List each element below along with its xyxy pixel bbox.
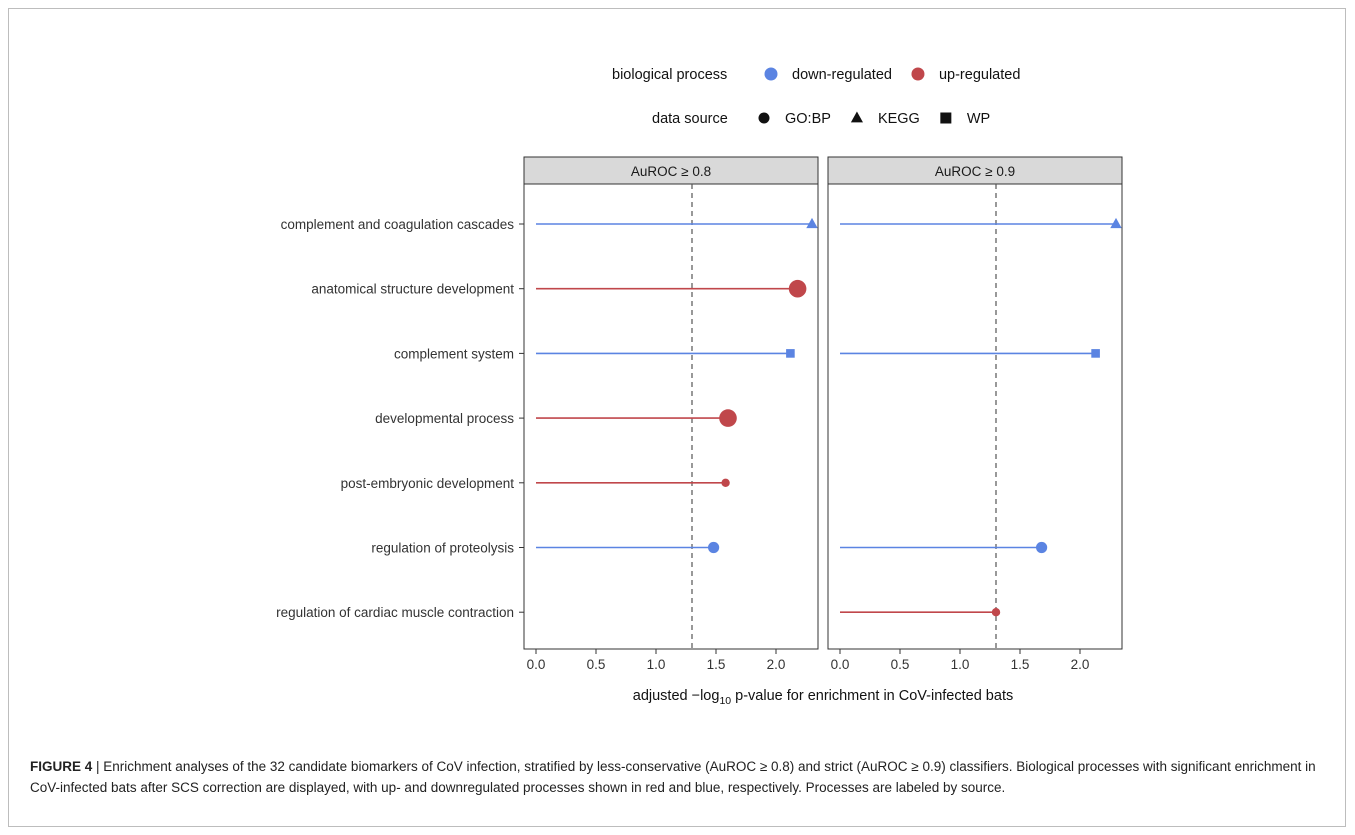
y-tick-label: complement and coagulation cascades [281, 217, 515, 232]
legend-label-up: up-regulated [939, 67, 1020, 83]
x-tick-label: 2.0 [1071, 657, 1090, 672]
legend-shape-label-0: GO:BP [785, 111, 831, 127]
x-tick-label: 1.0 [951, 657, 970, 672]
legend-shape-triangle-icon [850, 111, 863, 123]
legend-shape-square-icon [940, 112, 952, 124]
legend-shape-title: data source [652, 111, 728, 127]
y-tick-label: post-embryonic development [341, 476, 515, 491]
lollipop-point [786, 349, 795, 358]
panel-border-2 [827, 183, 1123, 650]
y-tick-label: regulation of cardiac muscle contraction [276, 605, 514, 620]
lollipop-point [1036, 541, 1048, 554]
legend-shape-label-1: KEGG [878, 111, 920, 127]
x-axis-title: adjusted −log10 p-value for enrichment i… [633, 688, 1013, 707]
panel-title-2: AuROC ≥ 0.9 [935, 164, 1015, 179]
figure-label: FIGURE 4 [30, 759, 93, 774]
panel-border-1 [523, 183, 819, 650]
lollipop-point [721, 478, 730, 487]
legend-color-title: biological process [612, 67, 727, 83]
enrichment-lollipop-chart: biological process down-regulated up-regul… [276, 67, 1123, 707]
x-tick-label: 0.5 [891, 657, 910, 672]
lollipop-point [1110, 217, 1122, 229]
legend-shape-label-2: WP [967, 111, 990, 127]
y-tick-label: regulation of proteolysis [371, 541, 514, 556]
panel-title-1: AuROC ≥ 0.8 [631, 164, 711, 179]
figure-frame [8, 8, 1346, 827]
lollipop-point [708, 541, 720, 554]
x-tick-label: 0.5 [587, 657, 606, 672]
legend-label-down: down-regulated [792, 67, 892, 83]
figure-caption: FIGURE 4 | Enrichment analyses of the 32… [30, 756, 1330, 798]
legend-swatch-up [911, 67, 925, 81]
x-tick-label: 2.0 [767, 657, 786, 672]
caption-separator: | [92, 759, 104, 774]
lollipop-point [1091, 349, 1100, 358]
lollipop-point [788, 279, 807, 298]
legend-shape-circle-icon [758, 112, 770, 124]
x-tick-label: 1.5 [707, 657, 726, 672]
y-tick-label: developmental process [375, 411, 514, 426]
caption-text: Enrichment analyses of the 32 candidate … [30, 759, 1316, 795]
legend-swatch-down [764, 67, 778, 81]
lollipop-point [719, 409, 737, 427]
x-tick-label: 1.0 [647, 657, 666, 672]
y-tick-label: complement system [394, 346, 514, 361]
lollipop-point [991, 608, 1001, 617]
x-tick-label: 0.0 [527, 657, 546, 672]
y-tick-label: anatomical structure development [311, 282, 514, 297]
x-tick-label: 1.5 [1011, 657, 1030, 672]
x-tick-label: 0.0 [831, 657, 850, 672]
panel-strip-2 [827, 156, 1123, 185]
lollipop-point [806, 217, 818, 229]
